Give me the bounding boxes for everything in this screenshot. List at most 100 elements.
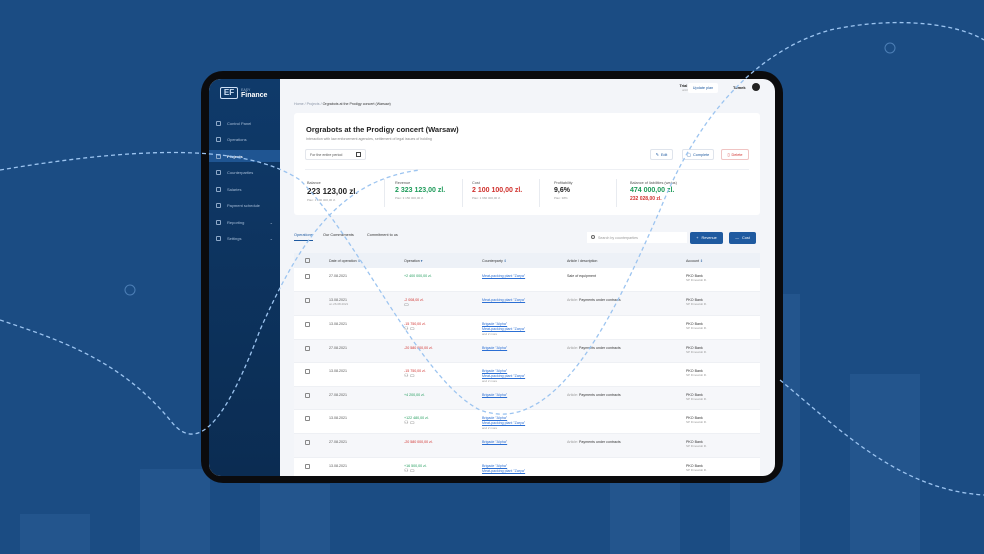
counterparty-link[interactable]: Brigade "Alpha" <box>482 464 508 468</box>
edit-button[interactable]: ✎ Edit <box>650 149 673 160</box>
tab-operations[interactable]: Operations <box>294 233 313 241</box>
date: 27.08.2021 <box>329 440 347 444</box>
sidebar-item-payment-schedule[interactable]: Payment schedule <box>209 200 280 212</box>
update-plan-button[interactable]: Update plan <box>688 83 718 93</box>
stat-label: Profitability <box>554 181 573 185</box>
operation-cell: -15 750,00 zl. ⚇ ▭ <box>404 322 426 332</box>
counterparty-link[interactable]: Meat-packing plant "Zarya" <box>482 374 526 378</box>
article-cell: Article: Payments under contracts <box>567 346 621 350</box>
table-row[interactable]: 13.08.2021 on 26.08.2021 -2 008,00 zl. ▭ M… <box>294 292 760 316</box>
operation-icons: ⚇ ▭ <box>404 326 426 332</box>
header-date[interactable]: Date of operation ⇕ <box>329 259 361 263</box>
split-icon: ⚇ <box>404 468 409 474</box>
table-row[interactable]: 13.08.2021 +16 500,00 zl. ⚇ ▭ Brigade "Al… <box>294 458 760 476</box>
counterparty-link[interactable]: Brigade "Alpha" <box>482 393 508 397</box>
more-counterparties[interactable]: and 2 more <box>482 379 498 383</box>
row-checkbox[interactable] <box>305 322 310 327</box>
tab-commitment-to-us[interactable]: Commitment to us <box>367 233 398 237</box>
table-row[interactable]: 13.08.2021 -15 750,00 zl. ⚇ ▭ Brigade "Al… <box>294 316 760 340</box>
breadcrumb-home[interactable]: Home <box>294 102 304 106</box>
wallet-icon <box>216 186 221 192</box>
card-icon: ▭ <box>409 468 415 474</box>
dashed-curve <box>779 379 984 496</box>
sidebar-item-reporting[interactable]: Reporting ⌄ <box>209 216 280 228</box>
stat-plan: Plan: 3 150 000,00 zl. <box>395 196 425 200</box>
amount: -20 580 000,00 zl. <box>404 440 433 444</box>
bank: PKO Bank <box>686 464 703 468</box>
counterparty-cell: Meat-packing plant "Zarya" <box>482 274 525 279</box>
stat-value-we: 474 000,00 zl. <box>630 187 675 194</box>
user-name[interactable]: Tomek <box>733 85 746 90</box>
card-icon: ▭ <box>409 326 415 332</box>
account-owner: SP Dmowski R. <box>686 326 707 330</box>
dashed-curve <box>0 169 421 435</box>
row-checkbox[interactable] <box>305 464 310 469</box>
search-input[interactable]: Search by counterparties <box>587 232 687 243</box>
user-avatar-icon[interactable] <box>752 83 760 91</box>
header-account[interactable]: Account ⇕ <box>686 259 703 263</box>
counterparty-link[interactable]: Meat-packing plant "Zarya" <box>482 327 526 331</box>
divider <box>305 169 749 170</box>
stat-liabilities: Balance of liabilities (we/us) 474 000,00… <box>630 181 677 202</box>
account-cell: PKO Bank SP Dmowski R. <box>686 393 707 402</box>
sidebar-item-settings[interactable]: Settings ⌄ <box>209 233 280 245</box>
header-counterparty[interactable]: Counterparty ⇕ <box>482 259 507 263</box>
counterparty-link[interactable]: Meat-packing plant "Zarya" <box>482 421 526 425</box>
date-secondary: on 26.08.2021 <box>329 302 349 306</box>
row-checkbox[interactable] <box>305 274 310 279</box>
add-revenue-button[interactable]: + Revenue <box>690 232 723 244</box>
sidebar-item-projects[interactable]: Projects <box>209 150 280 162</box>
decorative-dot <box>124 284 136 296</box>
counterparty-cell: Brigade "Alpha" <box>482 440 507 445</box>
period-picker[interactable]: For the entire period <box>305 149 366 160</box>
breadcrumb-projects[interactable]: Projects <box>306 102 320 106</box>
counterparty-link[interactable]: Brigade "Alpha" <box>482 440 508 444</box>
search-placeholder: Search by counterparties <box>598 235 638 240</box>
date: 13.08.2021 <box>329 322 347 326</box>
table-row[interactable]: 13.08.2021 -15 750,00 zl. ⚇ ▭ Brigade "Al… <box>294 363 760 387</box>
delete-button[interactable]: ▯ Delete <box>721 149 749 160</box>
row-checkbox[interactable] <box>305 393 310 398</box>
counterparty-link[interactable]: Meat-packing plant "Zarya" <box>482 274 526 278</box>
sidebar-item-operations[interactable]: Operations <box>209 134 280 146</box>
row-checkbox[interactable] <box>305 298 310 303</box>
check-circle-icon: ◯ <box>686 153 691 157</box>
sidebar-item-counterparties[interactable]: Counterparties <box>209 167 280 179</box>
page-title: Orgrabots at the Prodigy concert (Warsaw… <box>306 125 459 134</box>
counterparty-link[interactable]: Brigade "Alpha" <box>482 322 508 326</box>
counterparty-link[interactable]: Meat-packing plant "Zarya" <box>482 469 526 473</box>
amount: +122 480,00 zl. <box>404 416 429 420</box>
header-operation[interactable]: Operation ▾ <box>404 259 423 263</box>
complete-button[interactable]: ◯ Complete <box>682 149 714 160</box>
more-counterparties[interactable]: and 2 more <box>482 332 498 336</box>
account-cell: PKO Bank SP Dmowski R. <box>686 298 707 307</box>
counterparty-link[interactable]: Brigade "Alpha" <box>482 346 508 350</box>
row-checkbox[interactable] <box>305 346 310 351</box>
sidebar-item-control-panel[interactable]: Control Panel <box>209 117 280 129</box>
table-row[interactable]: 13.08.2021 +122 480,00 zl. ⚇ ▭ Brigade "A… <box>294 410 760 434</box>
account-cell: PKO Bank SP Dmowski R. <box>686 322 707 331</box>
tab-our-commitments[interactable]: Our Commitments <box>323 233 354 237</box>
operation-cell: -2 008,00 zl. ▭ <box>404 298 424 308</box>
counterparty-link[interactable]: Brigade "Alpha" <box>482 369 508 373</box>
table-row[interactable]: 27.08.2021 +2 400 000,00 zl. Meat-packin… <box>294 268 760 292</box>
counterparty-link[interactable]: Brigade "Alpha" <box>482 416 508 420</box>
delete-label: Delete <box>731 152 743 157</box>
counterparty-link[interactable]: Meat-packing plant "Zarya" <box>482 298 526 302</box>
split-icon: ⚇ <box>404 326 409 332</box>
sidebar: EF EASY Finance Control Panel Operations Pr… <box>209 79 280 476</box>
amount: +16 500,00 zl. <box>404 464 427 468</box>
date-cell: 27.08.2021 <box>329 393 347 397</box>
counterparty-cell: Meat-packing plant "Zarya" <box>482 298 525 303</box>
row-checkbox[interactable] <box>305 369 310 374</box>
table-row[interactable]: 27.08.2021 +4 200,00 zl. Brigade "Alpha"… <box>294 387 760 410</box>
row-checkbox[interactable] <box>305 440 310 445</box>
more-counterparties[interactable]: and 2 more <box>482 426 498 430</box>
table-row[interactable]: 27.08.2021 -20 580 000,00 zl. Brigade "A… <box>294 434 760 458</box>
sort-icon: ⇕ <box>700 259 704 263</box>
select-all-checkbox[interactable] <box>305 258 310 263</box>
add-cost-button[interactable]: — Cost <box>729 232 756 244</box>
account-cell: PKO Bank SP Dmowski R. <box>686 440 707 449</box>
sidebar-item-salaries[interactable]: Salaries <box>209 183 280 195</box>
row-checkbox[interactable] <box>305 416 310 421</box>
